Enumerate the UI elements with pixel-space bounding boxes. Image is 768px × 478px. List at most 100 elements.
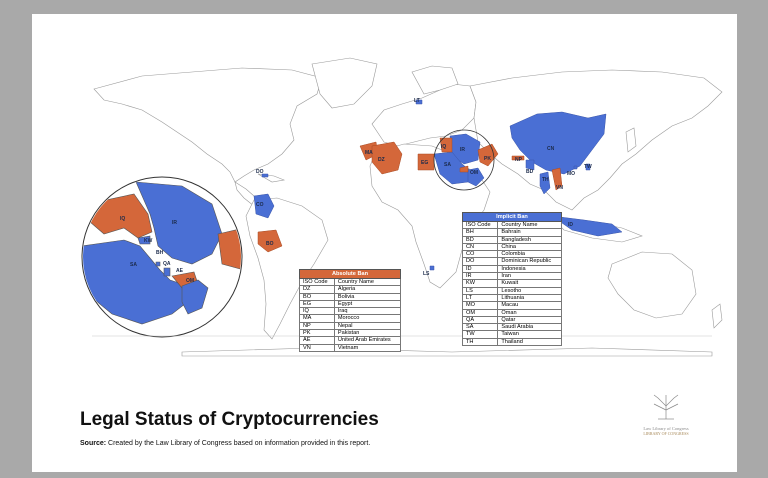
implicit-ban-regions <box>253 99 623 271</box>
absolute-ban-country-name: Morocco <box>333 314 402 323</box>
implicit-ban-row: MO Macau <box>461 301 562 310</box>
region-bolivia <box>257 229 283 253</box>
region-vietnam <box>551 167 563 191</box>
label-iq: IQ <box>441 144 446 150</box>
implicit-ban-country-name: China <box>497 242 562 252</box>
absolute-ban-row: DZ Algeria <box>299 285 402 294</box>
inset-label-om: OM <box>186 278 194 284</box>
implicit-ban-iso-code: TH <box>461 337 499 347</box>
absolute-ban-iso-code: EG <box>299 299 335 309</box>
inset-label-iq: IQ <box>120 216 125 222</box>
absolute-ban-country-name: United Arab Emirates <box>333 336 402 345</box>
inset-iran <box>135 181 223 265</box>
implicit-ban-iso-code: DO <box>461 257 499 266</box>
region-oman <box>467 167 485 187</box>
inset-code-labels: IQ IR KW BH QA SA AE OM <box>120 216 194 284</box>
label-co: CO <box>256 202 264 208</box>
absolute-ban-row: NP Nepal <box>299 321 402 331</box>
absolute-ban-country-name: Algeria <box>333 285 402 294</box>
region-lithuania <box>415 99 423 105</box>
map-code-labels: LT MA DZ EG IQ IR SA OM PK NP CN BD MO T… <box>256 98 592 277</box>
implicit-col-code: ISO Code <box>461 220 499 230</box>
absolute-ban-country-name: Bolivia <box>333 292 402 301</box>
region-egypt <box>417 153 435 171</box>
logo-line1: Law Library of Congress <box>643 426 689 431</box>
absolute-ban-country-name: Nepal <box>333 321 402 331</box>
region-colombia <box>253 193 275 219</box>
absolute-ban-row: AE United Arab Emirates <box>299 336 402 345</box>
zoom-source-circle <box>433 129 495 191</box>
label-lt: LT <box>414 98 420 104</box>
australia <box>607 251 697 319</box>
scandinavia <box>411 65 459 95</box>
absolute-ban-row: IQ Iraq <box>299 307 402 316</box>
implicit-ban-country-name: Taiwan <box>497 330 562 339</box>
inset-kuwait <box>137 235 151 245</box>
label-bd: BD <box>526 169 534 175</box>
implicit-ban-iso-code: QA <box>461 315 499 325</box>
implicit-ban-iso-code: MO <box>461 301 499 310</box>
region-algeria <box>371 141 403 175</box>
implicit-ban-iso-code: OM <box>461 308 499 317</box>
absolute-col-code: ISO Code <box>299 277 335 287</box>
implicit-ban-country-name: Lesotho <box>497 286 562 295</box>
implicit-ban-country-name: Iran <box>497 272 562 281</box>
label-dz: DZ <box>378 157 385 163</box>
inset-label-ae: AE <box>176 268 184 274</box>
implicit-ban-row: DO Dominican Republic <box>461 257 562 266</box>
absolute-ban-regions <box>257 137 563 253</box>
region-thailand <box>539 171 551 195</box>
label-eg: EG <box>421 160 428 166</box>
implicit-ban-country-name: Saudi Arabia <box>497 323 562 332</box>
implicit-ban-country-name: Colombia <box>497 250 562 259</box>
implicit-ban-row: KW Kuwait <box>461 279 562 288</box>
absolute-ban-row: PK Pakistan <box>299 329 402 338</box>
implicit-ban-iso-code: IR <box>461 272 499 281</box>
absolute-ban-heading: Absolute Ban <box>299 269 401 279</box>
tree-icon <box>653 394 679 420</box>
label-mo: MO <box>567 171 575 177</box>
inset-label-qa: QA <box>163 261 171 267</box>
label-bo: BO <box>266 241 274 247</box>
absolute-ban-iso-code: BO <box>299 292 335 301</box>
region-lesotho <box>429 265 435 271</box>
implicit-ban-iso-code: BH <box>461 228 499 237</box>
label-vn: VN <box>556 185 563 191</box>
implicit-ban-row: ID Indonesia <box>461 264 562 274</box>
region-iraq <box>439 137 453 153</box>
new-zealand <box>711 303 723 329</box>
inset-label-bh: BH <box>156 250 164 256</box>
implicit-ban-row: SA Saudi Arabia <box>461 323 562 332</box>
implicit-ban-table: Implicit Ban ISO Code Country Name BH Bah… <box>461 212 562 347</box>
label-pk: PK <box>484 156 491 162</box>
inset-label-kw: KW <box>144 238 153 244</box>
logo-line2: LIBRARY OF CONGRESS <box>643 431 689 436</box>
region-uae <box>459 165 469 173</box>
absolute-ban-country-name: Egypt <box>333 299 402 309</box>
implicit-ban-country-name: Bahrain <box>497 228 562 237</box>
implicit-ban-row: LS Lesotho <box>461 286 562 295</box>
label-ir: IR <box>460 147 465 153</box>
map-page: LT MA DZ EG IQ IR SA OM PK NP CN BD MO T… <box>32 14 737 472</box>
implicit-ban-country-name: Qatar <box>497 315 562 325</box>
label-ma: MA <box>365 150 373 156</box>
north-america <box>93 67 323 183</box>
antarctica <box>181 347 713 357</box>
implicit-ban-iso-code: LS <box>461 286 499 295</box>
absolute-ban-country-name: Pakistan <box>333 329 402 338</box>
label-cn: CN <box>547 146 555 152</box>
absolute-ban-row: MA Morocco <box>299 314 402 323</box>
inset-pakistan-edge <box>217 227 241 271</box>
region-taiwan <box>585 163 591 171</box>
absolute-col-name: Country Name <box>333 277 402 287</box>
source-label: Source: <box>80 440 107 447</box>
implicit-ban-country-name: Macau <box>497 301 562 310</box>
source-note: Source: Created by the Law Library of Co… <box>80 440 370 447</box>
world-map: LT MA DZ EG IQ IR SA OM PK NP CN BD MO T… <box>81 57 723 357</box>
implicit-ban-iso-code: ID <box>461 264 499 274</box>
implicit-ban-row: CO Colombia <box>461 250 562 259</box>
implicit-ban-row: CN China <box>461 242 562 252</box>
absolute-ban-iso-code: VN <box>299 343 335 352</box>
absolute-ban-iso-code: NP <box>299 321 335 331</box>
absolute-ban-iso-code: IQ <box>299 307 335 316</box>
